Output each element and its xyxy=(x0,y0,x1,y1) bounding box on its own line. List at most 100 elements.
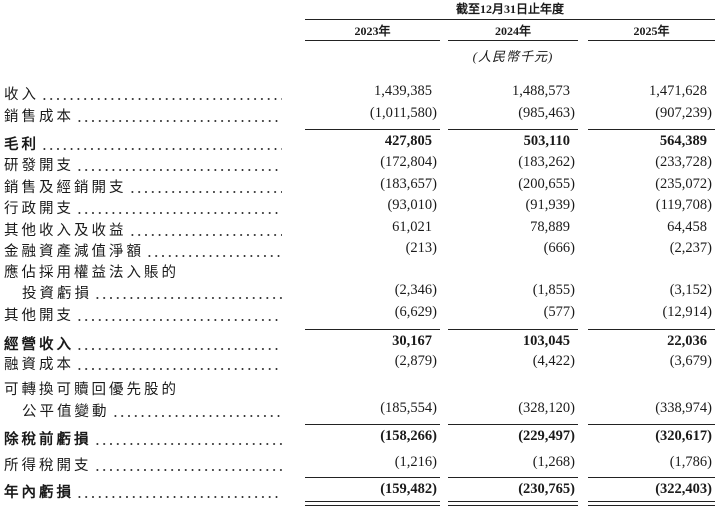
cell-value: (985,463) xyxy=(518,105,575,121)
cell-value: (666) xyxy=(543,240,575,256)
cell-value: (322,403) xyxy=(655,481,712,497)
cell-value: (183,262) xyxy=(518,154,575,170)
cell-value: (3,152) xyxy=(669,282,712,298)
column-rule xyxy=(305,40,440,41)
row-label: 銷售成本 xyxy=(4,105,282,126)
subtotal-rule xyxy=(305,129,440,130)
cell-value: (235,072) xyxy=(655,176,712,192)
cell-value: (1,786) xyxy=(669,454,712,470)
column-rule xyxy=(448,40,578,41)
dot-leader xyxy=(76,120,282,122)
row-label: 除稅前虧損 xyxy=(4,428,282,449)
label-text: 其他收入及收益 xyxy=(4,223,127,239)
dot-leader xyxy=(41,148,282,150)
cell-value: (3,679) xyxy=(669,353,712,369)
subtotal-rule xyxy=(305,329,440,330)
double-rule xyxy=(588,501,715,502)
cell-value: (119,708) xyxy=(655,197,712,213)
dot-leader xyxy=(94,297,282,299)
period-header: 截至12月31日止年度 xyxy=(455,2,564,16)
cell-value: (185,554) xyxy=(380,400,437,416)
cell-value: (213) xyxy=(405,240,437,256)
label-text: 收入 xyxy=(4,87,39,103)
double-rule xyxy=(448,501,578,502)
row-label: 其他開支 xyxy=(4,304,282,325)
cell-value: (907,239) xyxy=(655,105,712,121)
cell-value: (338,974) xyxy=(655,400,712,416)
dot-leader xyxy=(76,368,282,370)
double-rule xyxy=(448,505,578,506)
cell-value: (577) xyxy=(543,304,575,320)
subtotal-rule xyxy=(588,424,715,425)
cell-value: (2,237) xyxy=(669,240,712,256)
row-label: 銷售及經銷開支 xyxy=(4,176,282,197)
column-header: 2025年 xyxy=(633,24,670,38)
subtotal-rule xyxy=(588,477,715,478)
column-rule xyxy=(588,40,715,41)
cell-value: (91,939) xyxy=(525,197,575,213)
label-text: 除稅前虧損 xyxy=(4,432,92,448)
row-label: 應佔採用權益法入賬的 xyxy=(4,261,304,282)
row-label: 年內虧損 xyxy=(4,481,282,502)
row-label: 所得稅開支 xyxy=(4,454,282,475)
cell-value: (183,657) xyxy=(380,176,437,192)
dot-leader xyxy=(76,319,282,321)
subtotal-rule xyxy=(588,329,715,330)
dot-leader xyxy=(93,443,282,445)
subtotal-rule xyxy=(448,129,578,130)
unit-label: (人民幣千元) xyxy=(472,49,554,64)
cell-value: 103,045 xyxy=(522,333,570,349)
subtotal-rule xyxy=(448,477,578,478)
cell-value: (229,497) xyxy=(518,428,575,444)
label-text: 經營收入 xyxy=(4,337,74,353)
cell-value: (230,765) xyxy=(518,481,575,497)
row-label: 研發開支 xyxy=(4,154,282,175)
label-text: 應佔採用權益法入賬的 xyxy=(4,265,179,281)
cell-value: (2,346) xyxy=(394,282,437,298)
cell-value: 564,389 xyxy=(659,133,707,149)
cell-value: (2,879) xyxy=(394,353,437,369)
dot-leader xyxy=(128,191,282,193)
cell-value: (1,268) xyxy=(532,454,575,470)
label-text: 毛利 xyxy=(4,137,39,153)
double-rule xyxy=(305,501,440,502)
subtotal-rule xyxy=(448,329,578,330)
cell-value: 64,458 xyxy=(667,219,707,235)
cell-value: (12,914) xyxy=(662,304,712,320)
cell-value: 427,805 xyxy=(384,133,432,149)
cell-value: (320,617) xyxy=(655,428,712,444)
dot-leader xyxy=(76,348,282,350)
cell-value: (1,216) xyxy=(394,454,437,470)
cell-value: 1,471,628 xyxy=(649,83,707,99)
label-text: 研發開支 xyxy=(4,158,74,174)
cell-value: 30,167 xyxy=(392,333,432,349)
row-label: 行政開支 xyxy=(4,197,282,218)
label-text: 銷售及經銷開支 xyxy=(4,180,127,196)
cell-value: (1,855) xyxy=(532,282,575,298)
cell-value: (6,629) xyxy=(394,304,437,320)
label-text: 年內虧損 xyxy=(4,485,74,501)
row-label: 其他收入及收益 xyxy=(4,219,282,240)
dot-leader xyxy=(76,496,282,498)
subtotal-rule xyxy=(305,477,440,478)
column-header: 2024年 xyxy=(494,24,531,38)
cell-value: 1,439,385 xyxy=(374,83,432,99)
cell-value: (158,266) xyxy=(380,428,437,444)
dot-leader xyxy=(41,98,282,100)
cell-value: (4,422) xyxy=(532,353,575,369)
subtotal-rule xyxy=(305,424,440,425)
subtotal-rule xyxy=(588,129,715,130)
row-label: 融資成本 xyxy=(4,353,282,374)
cell-value: 1,488,573 xyxy=(512,83,570,99)
cell-value: (328,120) xyxy=(518,400,575,416)
label-text: 公平值變動 xyxy=(22,404,110,420)
row-label: 毛利 xyxy=(4,133,282,154)
dot-leader xyxy=(146,255,282,257)
cell-value: 503,110 xyxy=(523,133,570,149)
label-text: 所得稅開支 xyxy=(4,458,92,474)
label-text: 銷售成本 xyxy=(4,109,74,125)
cell-value: (172,804) xyxy=(380,154,437,170)
label-text: 其他開支 xyxy=(4,308,74,324)
row-label: 收入 xyxy=(4,83,282,104)
